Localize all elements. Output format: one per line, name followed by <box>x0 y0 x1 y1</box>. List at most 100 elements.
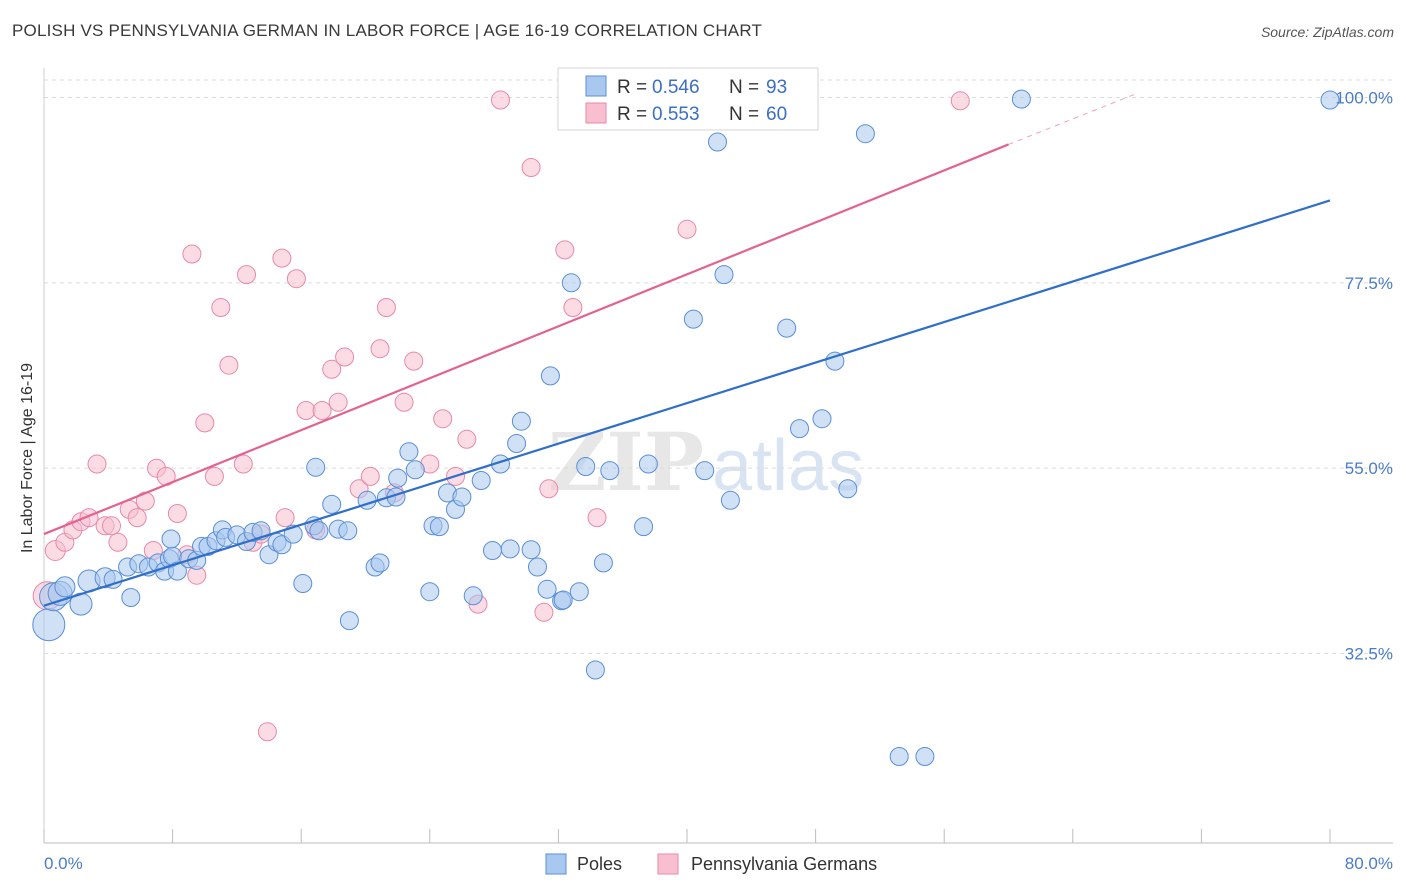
poles-point <box>714 265 734 285</box>
pg-point <box>237 265 256 285</box>
pg-point <box>360 466 380 486</box>
x-tick-label-max: 80.0% <box>1345 854 1393 873</box>
poles-point <box>471 471 491 490</box>
pg-point <box>563 298 583 317</box>
legend-r-label-poles: R = <box>617 77 647 98</box>
poles-point <box>593 553 613 573</box>
poles-point <box>812 409 832 429</box>
legend-r-value-poles: 0.546 <box>652 77 700 98</box>
poles-point <box>540 366 560 386</box>
poles-point <box>32 608 66 642</box>
poles-point <box>103 569 123 589</box>
poles-point <box>838 479 858 499</box>
poles-point <box>1320 90 1340 110</box>
poles-point <box>507 434 527 453</box>
pg-point <box>195 413 215 433</box>
pg-point <box>394 392 414 412</box>
legend-swatch-pg <box>585 102 607 124</box>
poles-point <box>405 460 425 480</box>
poles-point <box>569 582 589 602</box>
poles-point <box>1011 89 1031 109</box>
trend-lines <box>43 92 1331 607</box>
pg-point <box>335 347 355 367</box>
pg-point <box>521 158 541 177</box>
pg-trend-extension <box>1008 92 1138 145</box>
watermark-atlas: atlas <box>712 426 864 506</box>
pg-point <box>233 454 253 474</box>
pg-point <box>555 240 575 260</box>
poles-point <box>420 582 440 602</box>
pg-point <box>87 454 107 474</box>
poles-point <box>634 517 654 537</box>
pg-point <box>677 219 697 239</box>
source-label: Source: ZipAtlas.com <box>1260 24 1394 40</box>
pg-point <box>286 269 306 289</box>
poles-point <box>500 539 520 559</box>
pg-point <box>433 409 453 429</box>
poles-point <box>708 132 727 152</box>
pg-point <box>322 359 342 379</box>
poles-point <box>511 411 531 431</box>
poles-point <box>338 521 358 541</box>
bottom-legend-label-poles: Poles <box>577 854 622 874</box>
poles-point <box>537 579 557 599</box>
bottom-legend-label-pg: Pennsylvania Germans <box>691 854 877 874</box>
poles-point <box>452 487 472 507</box>
tick-labels: 0.0% 80.0% 32.5% 55.0% 77.5% 100.0% <box>44 89 1393 874</box>
pg-point <box>370 339 390 359</box>
poles-point <box>167 561 187 581</box>
pg-point <box>204 466 224 486</box>
series-legend: Poles Pennsylvania Germans <box>545 853 877 875</box>
y-tick-label: 77.5% <box>1345 274 1393 293</box>
pg-point <box>587 508 607 528</box>
pg-point <box>108 532 128 552</box>
poles-point <box>399 442 419 462</box>
pg-point <box>257 722 277 742</box>
poles-point <box>777 318 797 338</box>
poles-point <box>339 611 359 631</box>
poles-point <box>720 490 740 510</box>
watermark: ZIP atlas <box>548 415 864 509</box>
poles-point <box>825 351 845 371</box>
poles-point <box>322 494 342 514</box>
poles-point <box>855 124 875 144</box>
poles-point <box>561 273 581 293</box>
poles-point <box>429 517 449 537</box>
bottom-legend-swatch-pg <box>657 853 679 875</box>
pg-point <box>328 392 348 412</box>
pg-point <box>219 355 239 375</box>
pg-point <box>211 298 231 317</box>
poles-point <box>600 461 620 481</box>
poles-point <box>695 461 715 481</box>
pg-point <box>404 351 424 371</box>
pg-point <box>182 244 202 264</box>
pg-point <box>296 401 316 420</box>
legend-n-value-pg: 60 <box>766 104 787 125</box>
poles-point <box>790 419 809 439</box>
poles-point <box>576 457 596 476</box>
legend-n-value-poles: 93 <box>766 77 787 98</box>
axes <box>43 68 1393 844</box>
pg-point <box>275 508 295 528</box>
poles-point <box>528 557 547 577</box>
poles-point <box>121 588 141 607</box>
chart-title: POLISH VS PENNSYLVANIA GERMAN IN LABOR F… <box>12 21 763 40</box>
poles-point <box>553 590 573 610</box>
pg-point <box>272 248 292 268</box>
pg-point <box>376 298 396 317</box>
poles-point <box>638 454 658 474</box>
poles-point <box>521 540 541 560</box>
x-tick-label-min: 0.0% <box>44 854 83 873</box>
poles-trend-line <box>43 199 1331 607</box>
poles-point <box>388 468 408 488</box>
bottom-legend-swatch-poles <box>545 853 567 875</box>
poles-point <box>889 747 909 766</box>
poles-point <box>161 529 181 549</box>
pg-point <box>491 90 510 110</box>
pg-point <box>312 401 332 420</box>
poles-point <box>483 541 502 560</box>
legend-r-value-pg: 0.553 <box>652 104 700 125</box>
legend-n-label-poles: N = <box>729 77 759 98</box>
poles-point <box>293 574 313 593</box>
